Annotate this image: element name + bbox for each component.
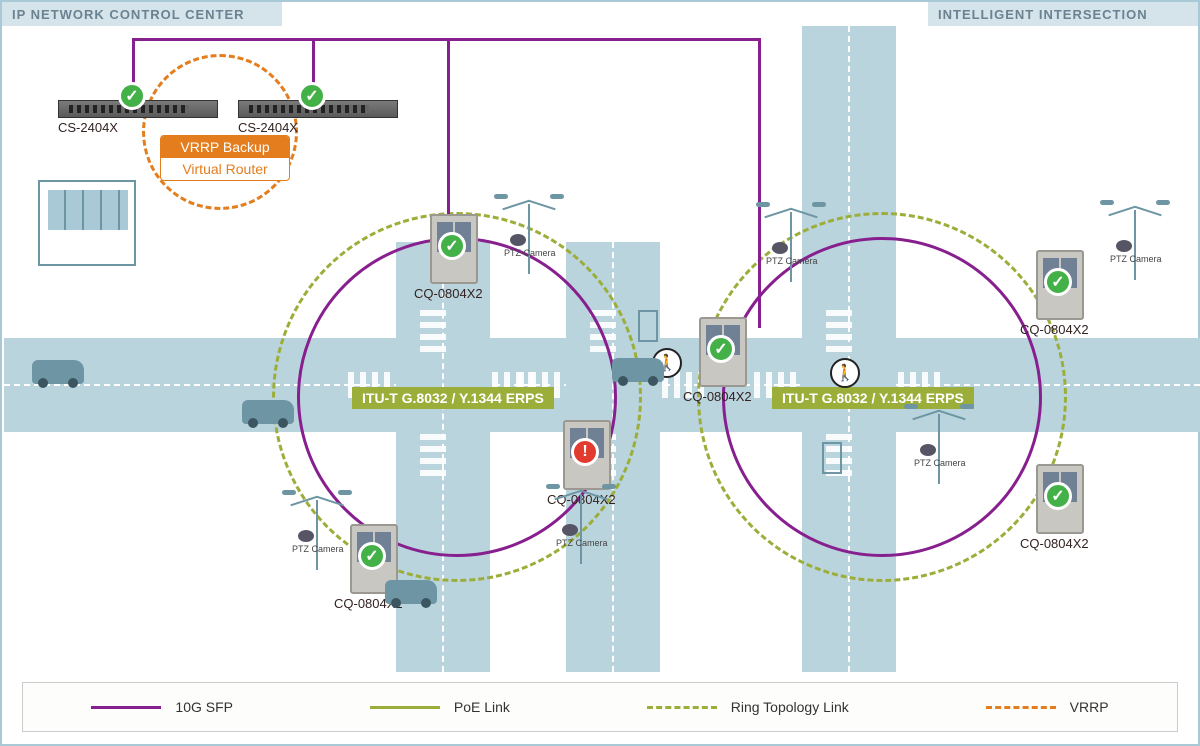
title-control-center-text: IP NETWORK CONTROL CENTER [12,7,245,22]
erps-banner: ITU-T G.8032 / Y.1344 ERPS [772,387,974,409]
status-ok-icon: ✓ [1044,268,1072,296]
legend-item: Ring Topology Link [647,699,849,715]
status-error-icon: ! [571,438,599,466]
ptz-camera-icon [1116,240,1132,252]
control-room-icon [38,180,136,266]
legend-label: VRRP [1070,699,1109,715]
pedestrian-sign-icon: 🚶 [830,358,860,388]
ptz-camera-label: PTZ Camera [1110,254,1162,264]
status-ok-icon: ✓ [118,82,146,110]
sfp-link [447,38,450,222]
ptz-camera-label: PTZ Camera [556,538,608,548]
legend-swatch [91,706,161,709]
title-intersection: INTELLIGENT INTERSECTION [928,2,1198,26]
legend-item: VRRP [986,699,1109,715]
ptz-camera-icon [510,234,526,246]
legend-item: 10G SFP [91,699,233,715]
car-icon [32,360,84,384]
status-ok-icon: ✓ [438,232,466,260]
car-icon [612,358,664,382]
car-icon [385,580,437,604]
vrrp-box: VRRP Backup Virtual Router [160,135,290,181]
legend: 10G SFP PoE Link Ring Topology Link VRRP [22,682,1178,732]
title-control-center: IP NETWORK CONTROL CENTER [2,2,282,26]
signal-cabinet-icon [822,442,842,474]
sfp-link [132,38,758,41]
status-ok-icon: ✓ [707,335,735,363]
ptz-camera-label: PTZ Camera [292,544,344,554]
ptz-camera-label: PTZ Camera [914,458,966,468]
ptz-camera-icon [920,444,936,456]
legend-swatch [370,706,440,709]
status-ok-icon: ✓ [358,542,386,570]
field-switch-label: CQ-0804X2 [683,389,752,404]
signal-cabinet-icon [638,310,658,342]
core-switch-label: CS-2404X [58,120,118,135]
core-switch-label: CS-2404X [238,120,298,135]
erps-banner: ITU-T G.8032 / Y.1344 ERPS [352,387,554,409]
field-switch-label: CQ-0804X2 [1020,536,1089,551]
sfp-link [758,38,761,328]
legend-swatch [986,706,1056,709]
vrrp-backup-label: VRRP Backup [161,136,289,158]
ptz-camera-icon [298,530,314,542]
legend-label: PoE Link [454,699,510,715]
legend-item: PoE Link [370,699,510,715]
field-switch-label: CQ-0804X2 [414,286,483,301]
ptz-camera-icon [772,242,788,254]
status-ok-icon: ✓ [298,82,326,110]
virtual-router-label: Virtual Router [161,158,289,180]
status-ok-icon: ✓ [1044,482,1072,510]
title-intersection-text: INTELLIGENT INTERSECTION [938,7,1148,22]
legend-swatch [647,706,717,709]
legend-label: 10G SFP [175,699,233,715]
ptz-camera-icon [562,524,578,536]
ptz-camera-label: PTZ Camera [766,256,818,266]
car-icon [242,400,294,424]
legend-label: Ring Topology Link [731,699,849,715]
network-diagram: IP NETWORK CONTROL CENTER INTELLIGENT IN… [0,0,1200,746]
field-switch-label: CQ-0804X2 [1020,322,1089,337]
ptz-camera-label: PTZ Camera [504,248,556,258]
